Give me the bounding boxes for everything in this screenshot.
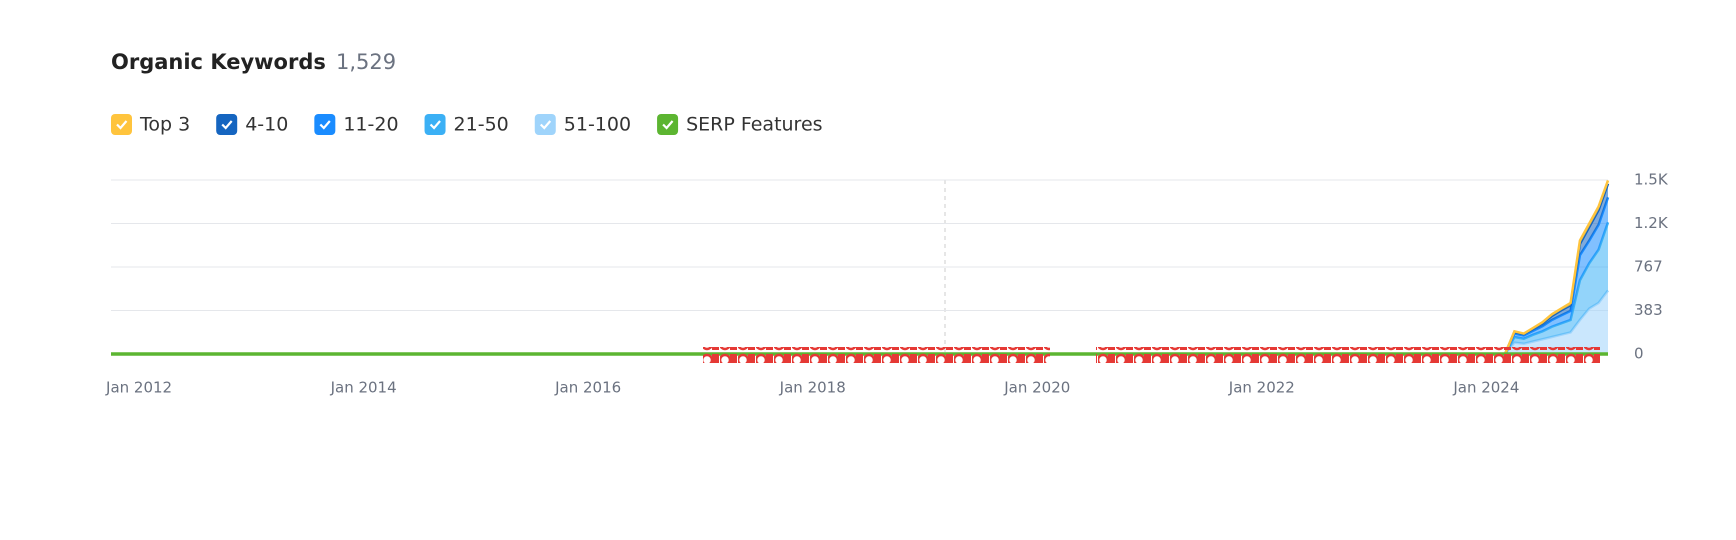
y-tick-label: 383 (1634, 301, 1663, 319)
legend-checkbox (111, 114, 132, 135)
legend-checkbox (216, 114, 238, 135)
serp-markers (1096, 347, 1600, 363)
legend-item[interactable]: 51-100 (534, 114, 631, 136)
x-tick-label: Jan 2012 (105, 379, 172, 397)
legend-item[interactable]: 21-50 (424, 114, 509, 136)
serp-markers (703, 347, 1050, 363)
chart-title: Organic Keywords (111, 50, 326, 74)
legend-checkbox (424, 114, 446, 135)
legend-label: Top 3 (139, 114, 190, 136)
legend-label: 21-50 (454, 114, 509, 136)
legend-label: 51-100 (564, 114, 631, 136)
legend-checkbox (657, 114, 679, 135)
legend-item[interactable]: 4-10 (216, 114, 288, 136)
x-tick-label: Jan 2018 (779, 379, 846, 397)
x-tick-label: Jan 2016 (554, 379, 621, 397)
check-icon (539, 120, 552, 130)
check-icon (429, 120, 441, 130)
x-tick-label: Jan 2020 (1003, 379, 1070, 397)
legend-label: SERP Features (686, 114, 822, 136)
check-icon (319, 120, 331, 130)
legend-label: 4-10 (245, 114, 288, 136)
x-tick-label: Jan 2014 (330, 379, 397, 397)
legend-item[interactable]: SERP Features (657, 114, 823, 136)
legend-item[interactable]: 11-20 (314, 114, 399, 136)
y-tick-label: 1.2K (1634, 214, 1669, 232)
area (1505, 290, 1608, 354)
legend-label: 11-20 (343, 114, 398, 136)
y-tick-label: 767 (1634, 257, 1663, 275)
check-icon (221, 120, 233, 130)
legend-checkbox (314, 114, 336, 135)
area-edge (1503, 180, 1610, 355)
check-icon (662, 120, 674, 130)
area (1505, 197, 1608, 354)
x-tick-label: Jan 2024 (1452, 379, 1519, 397)
legend-item[interactable]: Top 3 (111, 114, 190, 136)
y-tick-label: 0 (1634, 345, 1644, 363)
legend-checkbox (534, 114, 556, 135)
y-tick-label: 1.5K (1634, 171, 1669, 189)
area (1505, 222, 1608, 354)
check-icon (116, 120, 128, 130)
total-count: 1,529 (336, 50, 396, 74)
x-tick-label: Jan 2022 (1228, 379, 1295, 397)
